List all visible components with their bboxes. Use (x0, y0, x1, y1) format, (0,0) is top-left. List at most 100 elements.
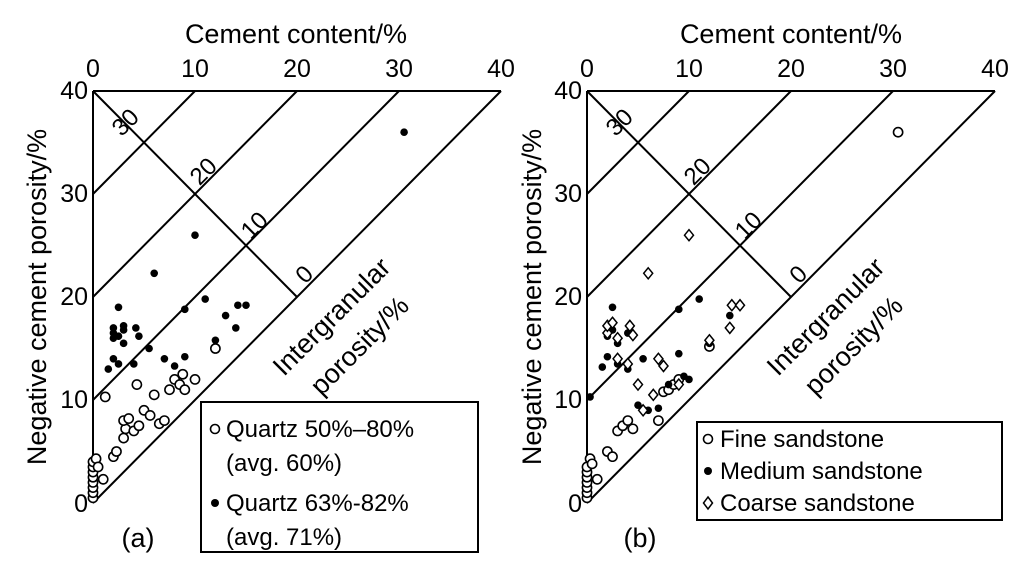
panel-label: (a) (122, 523, 155, 553)
data-point-open-circle (92, 461, 104, 473)
y-tick-label: 0 (568, 490, 582, 518)
data-point-filled-circle (234, 301, 242, 310)
data-point-open-circle (892, 126, 904, 138)
data-point-filled-circle (639, 355, 647, 363)
y-tick-label: 30 (60, 180, 88, 208)
x-tick-label: 30 (385, 55, 413, 83)
panel-label: (b) (624, 523, 657, 553)
data-point-filled-circle (119, 339, 128, 348)
data-point-filled-circle (685, 375, 693, 384)
data-point-filled-circle (114, 332, 123, 340)
data-point-filled-circle (119, 322, 128, 330)
data-point-filled-circle (145, 344, 153, 353)
legend-entry-label: Quartz 63%-82% (226, 490, 409, 517)
legend-a: Quartz 50%–80% (avg. 60%) Quartz 63%-82%… (200, 401, 479, 553)
data-point-open-diamond (703, 333, 715, 347)
data-point-open-circle (627, 423, 639, 435)
data-point-filled-circle (695, 295, 703, 303)
y-tick-label: 40 (554, 77, 582, 105)
isoline-label-0: 0 (784, 260, 813, 289)
y-axis-label: Negative cement porosity/% (517, 129, 547, 465)
data-point-filled-circle (232, 324, 240, 332)
y-axis-label: Negative cement porosity/% (22, 129, 52, 465)
y-tick-label: 40 (60, 77, 88, 105)
data-point-open-diamond (647, 388, 659, 402)
legend-entry-label: Quartz 50%–80% (226, 416, 414, 443)
x-tick-label: 0 (580, 55, 594, 83)
data-point-open-circle (164, 384, 175, 396)
perpendicular-axis-line (586, 90, 792, 298)
data-point-filled-circle (654, 404, 663, 413)
data-point-open-diamond (627, 328, 639, 342)
data-point-filled-circle (598, 363, 607, 371)
legend-entry-label: Fine sandstone (720, 426, 884, 453)
legend-box (200, 401, 479, 553)
data-point-open-diamond (624, 319, 636, 333)
data-point-filled-circle (181, 352, 189, 361)
data-point-open-diamond (607, 316, 618, 330)
data-point-open-diamond (632, 377, 644, 392)
data-point-open-circle (209, 343, 221, 354)
data-point-filled-circle (221, 311, 230, 320)
panel-b: Cement content/% Negative cement porosit… (517, 19, 1009, 553)
data-point-open-circle (653, 415, 664, 426)
data-point-open-diamond (612, 331, 624, 345)
data-point-open-diamond (658, 359, 669, 373)
data-point-open-circle (189, 373, 201, 385)
isoline-label-20: 20 (185, 153, 223, 191)
legend-marker-open-diamond (702, 495, 714, 511)
legend-b: Fine sandstone Medium sandstone Coarse s… (696, 421, 1003, 521)
data-point-filled-circle (114, 303, 123, 312)
data-point-filled-circle (675, 349, 683, 358)
data-point-open-diamond (734, 298, 746, 312)
data-point-filled-circle (150, 269, 158, 278)
data-point-open-diamond (652, 352, 664, 366)
data-point-filled-circle (586, 393, 594, 401)
legend-marker-filled-circle (211, 499, 219, 507)
x-tick-label: 0 (86, 55, 100, 83)
data-point-filled-circle (109, 355, 118, 363)
legend-marker-filled-circle (704, 467, 712, 475)
legend-entry-label: (avg. 71%) (226, 524, 342, 551)
y-tick-label: 30 (554, 180, 582, 208)
x-axis-label: Cement content/% (680, 19, 902, 49)
perpendicular-axis-line (92, 90, 298, 298)
data-points-a (87, 128, 408, 504)
legend-marker-open-circle (702, 433, 714, 445)
data-point-filled-circle (160, 355, 169, 363)
data-point-open-diamond (726, 298, 738, 312)
data-point-filled-circle (608, 303, 617, 312)
data-point-filled-circle (400, 128, 408, 136)
data-point-open-circle (123, 413, 135, 424)
isoline-label-10: 10 (236, 207, 274, 245)
data-point-filled-circle (675, 305, 683, 314)
data-point-open-diamond (642, 266, 654, 280)
y-tick-label: 10 (60, 386, 88, 414)
data-point-open-circle (133, 420, 145, 432)
data-point-open-diamond (683, 228, 695, 242)
data-point-filled-circle (109, 324, 118, 332)
data-point-filled-circle (726, 311, 734, 320)
data-point-filled-circle (242, 301, 250, 310)
isoline-label-10: 10 (730, 207, 768, 245)
legend-entry-label: Coarse sandstone (720, 490, 915, 517)
data-point-open-circle (97, 473, 109, 485)
legend-entry-label: Medium sandstone (720, 458, 923, 485)
data-point-open-circle (177, 368, 189, 380)
data-point-filled-circle (104, 365, 113, 373)
y-tick-label: 10 (554, 386, 582, 414)
data-point-open-diamond (724, 321, 736, 335)
data-point-filled-circle (130, 360, 138, 368)
data-point-open-circle (622, 415, 634, 426)
data-point-filled-circle (191, 231, 199, 239)
data-point-open-diamond (637, 403, 649, 417)
data-point-open-circle (144, 410, 156, 421)
y-tick-label: 20 (60, 283, 88, 311)
y-tick-label: 0 (74, 490, 88, 518)
data-point-open-diamond (673, 377, 685, 392)
data-point-open-circle (586, 458, 598, 470)
data-point-filled-circle (201, 295, 209, 303)
data-points-b (581, 126, 904, 504)
data-point-open-circle (131, 379, 143, 390)
